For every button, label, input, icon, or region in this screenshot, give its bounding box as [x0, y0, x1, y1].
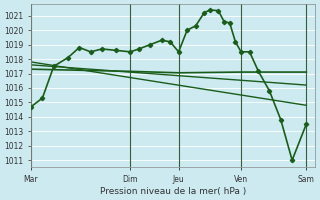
X-axis label: Pression niveau de la mer( hPa ): Pression niveau de la mer( hPa ) — [100, 187, 246, 196]
